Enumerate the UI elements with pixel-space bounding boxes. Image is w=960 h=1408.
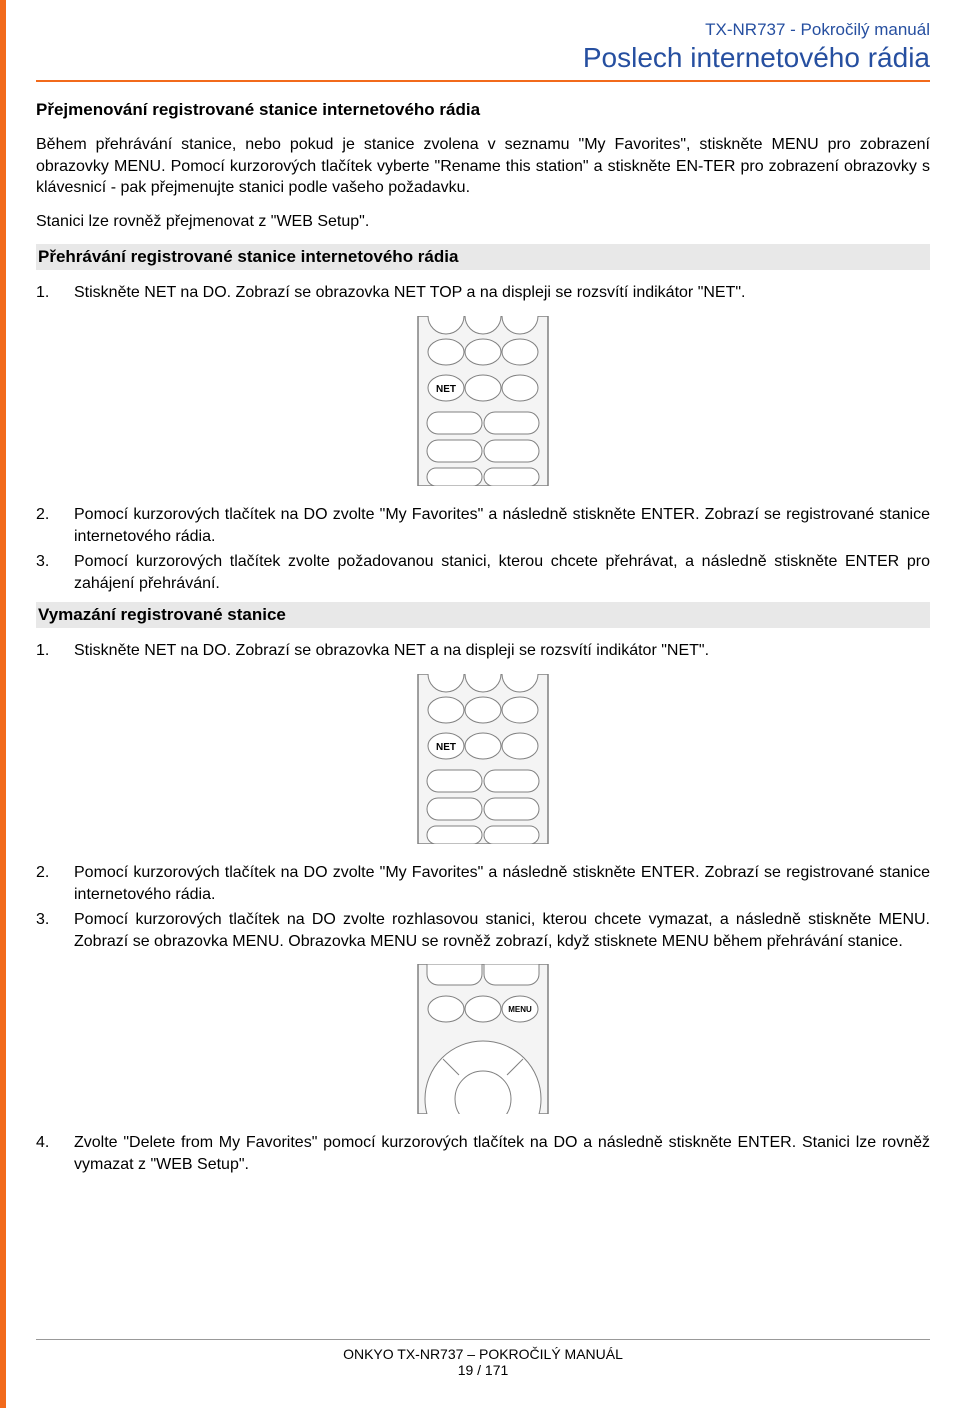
item-number: 4. [36,1132,74,1175]
section-play-list-2: 2. Pomocí kurzorových tlačítek na DO zvo… [36,504,930,594]
section-delete-list-2: 2. Pomocí kurzorových tlačítek na DO zvo… [36,862,930,952]
footer-line2: 19 / 171 [36,1362,930,1378]
remote-figure-net-1: NET [36,316,930,486]
section-play-list: 1. Stiskněte NET na DO. Zobrazí se obraz… [36,282,930,304]
remote-figure-menu: MENU [36,964,930,1114]
section-rename-heading: Přejmenování registrované stanice intern… [36,100,930,120]
item-text: Pomocí kurzorových tlačítek zvolte požad… [74,551,930,594]
item-number: 3. [36,909,74,952]
item-text: Zvolte "Delete from My Favorites" pomocí… [74,1132,930,1175]
list-item: 1. Stiskněte NET na DO. Zobrazí se obraz… [36,640,930,662]
header-title: Poslech internetového rádia [36,42,930,74]
svg-text:NET: NET [436,742,456,753]
item-text: Pomocí kurzorových tlačítek na DO zvolte… [74,504,930,547]
item-number: 2. [36,504,74,547]
remote-net-icon: NET [383,674,583,844]
list-item: 3. Pomocí kurzorových tlačítek zvolte po… [36,551,930,594]
section-delete-list: 1. Stiskněte NET na DO. Zobrazí se obraz… [36,640,930,662]
section-play-heading: Přehrávání registrované stanice internet… [36,244,930,270]
list-item: 1. Stiskněte NET na DO. Zobrazí se obraz… [36,282,930,304]
section-delete-heading: Vymazání registrované stanice [36,602,930,628]
item-text: Stiskněte NET na DO. Zobrazí se obrazovk… [74,282,930,304]
section-rename-p2: Stanici lze rovněž přejmenovat z "WEB Se… [36,211,930,233]
remote-figure-net-2: NET [36,674,930,844]
item-number: 1. [36,282,74,304]
remote-net-icon: NET [383,316,583,486]
header-rule [36,80,930,82]
item-number: 2. [36,862,74,905]
section-delete-list-3: 4. Zvolte "Delete from My Favorites" pom… [36,1132,930,1175]
list-item: 2. Pomocí kurzorových tlačítek na DO zvo… [36,862,930,905]
page-header: TX-NR737 - Pokročilý manuál Poslech inte… [36,20,930,74]
item-text: Pomocí kurzorových tlačítek na DO zvolte… [74,909,930,952]
list-item: 3. Pomocí kurzorových tlačítek na DO zvo… [36,909,930,952]
item-number: 3. [36,551,74,594]
list-item: 2. Pomocí kurzorových tlačítek na DO zvo… [36,504,930,547]
footer-line1: ONKYO TX-NR737 – POKROČILÝ MANUÁL [36,1346,930,1362]
item-text: Stiskněte NET na DO. Zobrazí se obrazovk… [74,640,930,662]
page-footer: ONKYO TX-NR737 – POKROČILÝ MANUÁL 19 / 1… [36,1339,930,1378]
section-rename-p1: Během přehrávání stanice, nebo pokud je … [36,134,930,199]
remote-menu-icon: MENU [383,964,583,1114]
svg-text:NET: NET [436,384,456,395]
header-subtitle: TX-NR737 - Pokročilý manuál [36,20,930,40]
item-text: Pomocí kurzorových tlačítek na DO zvolte… [74,862,930,905]
svg-text:MENU: MENU [508,1005,532,1014]
item-number: 1. [36,640,74,662]
list-item: 4. Zvolte "Delete from My Favorites" pom… [36,1132,930,1175]
